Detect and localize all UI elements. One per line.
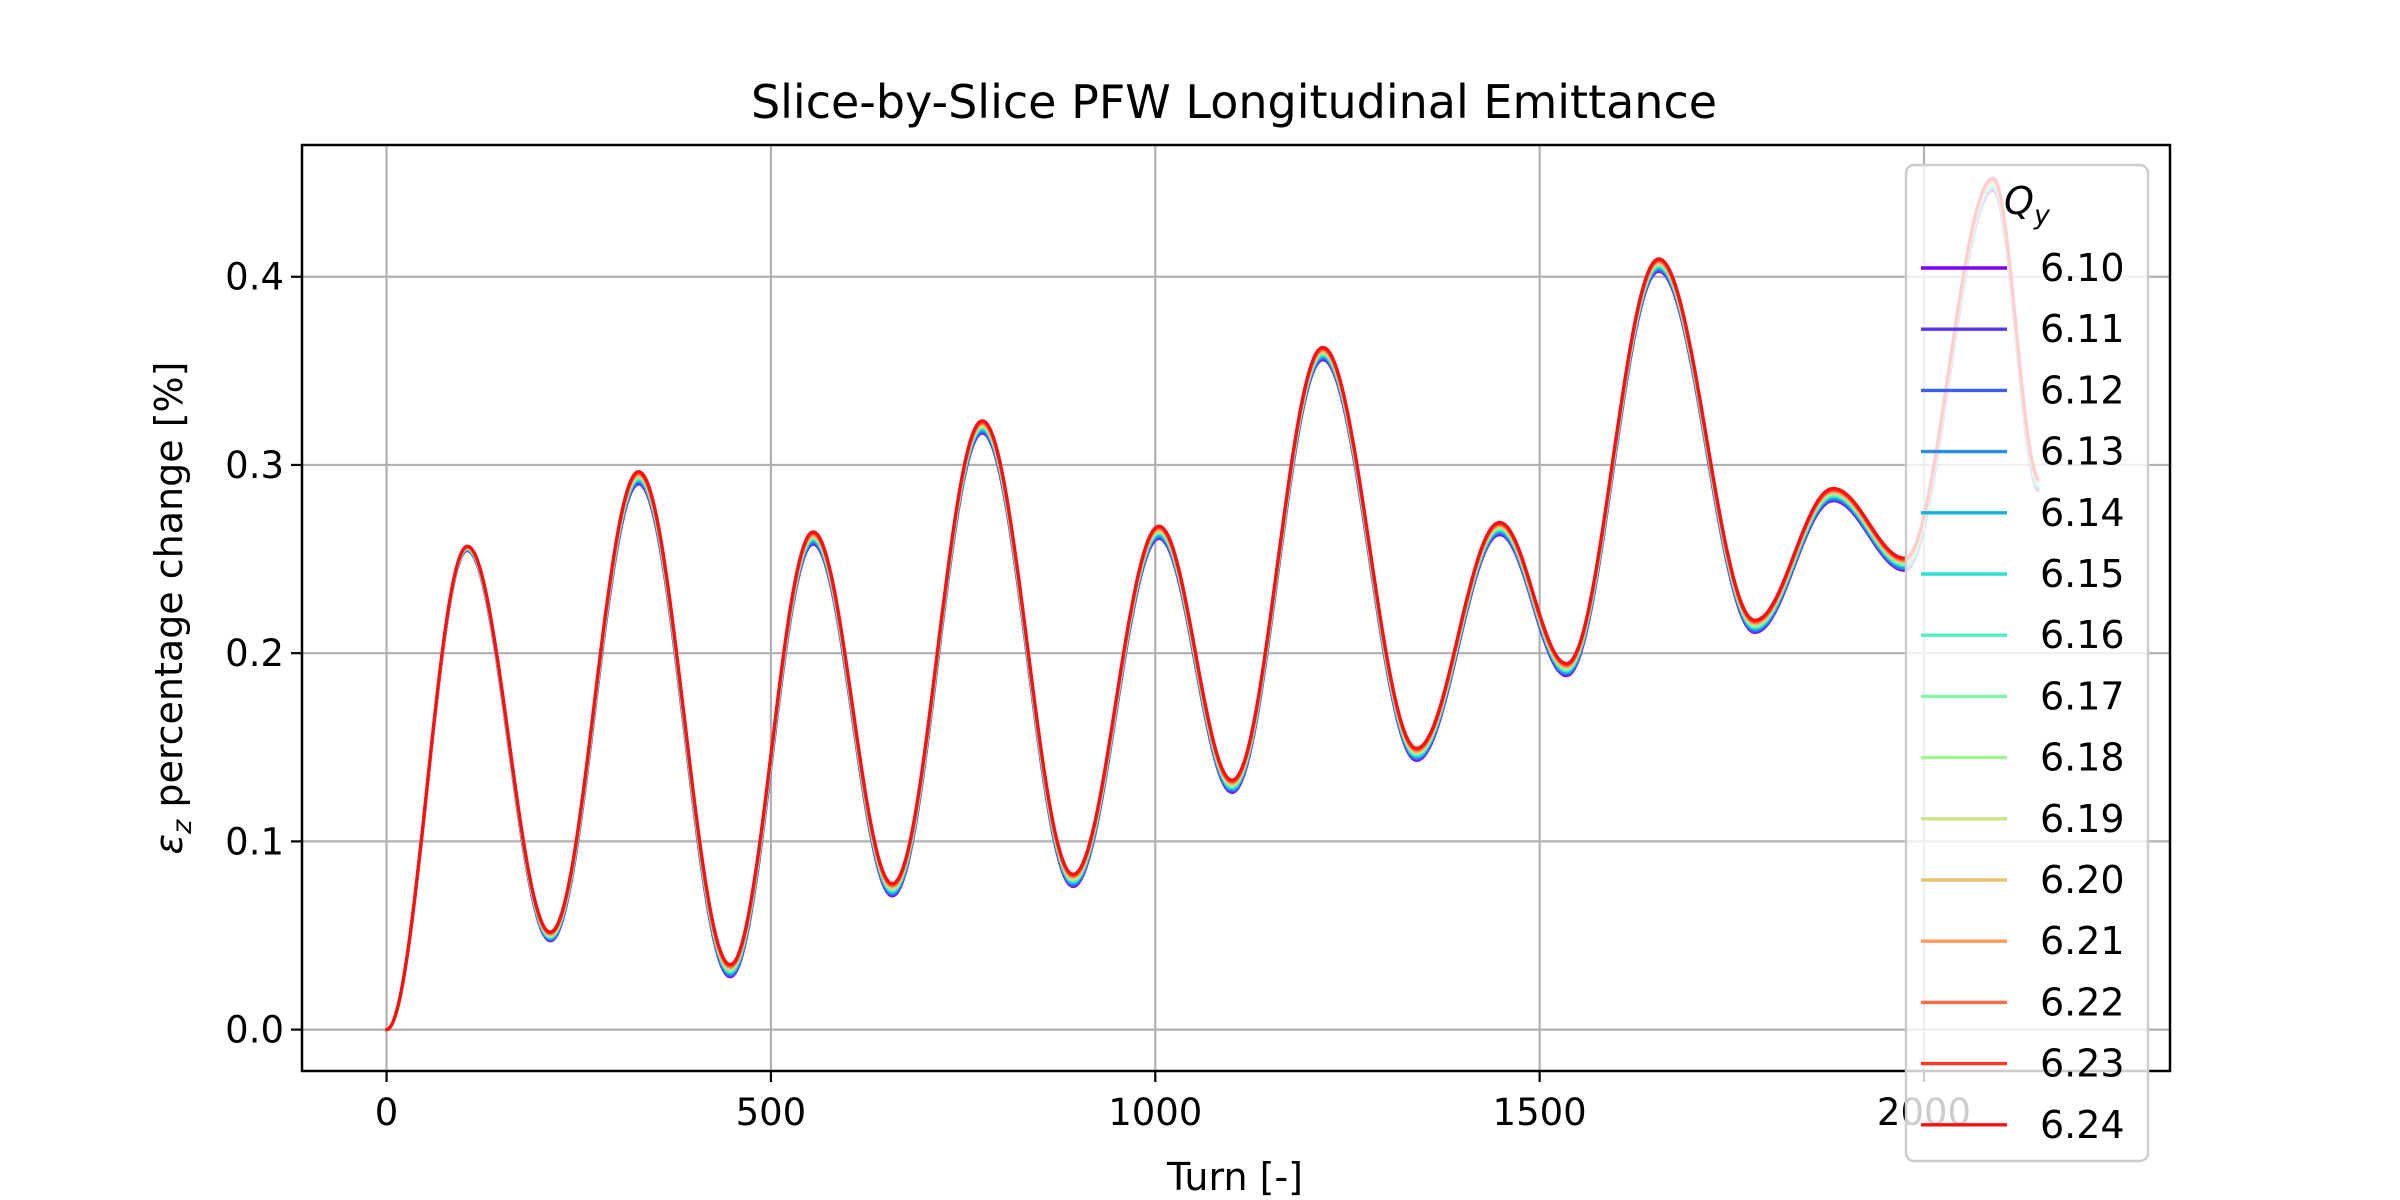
series-line-6.19 (385, 180, 2040, 1032)
series-line-6.18 (385, 181, 2040, 1032)
y-axis-ticks: 0.0 0.1 0.2 0.3 0.4 (225, 256, 302, 1052)
legend-label: 6.24 (2040, 1103, 2125, 1147)
series-line-6.12 (385, 186, 2040, 1032)
legend-label: 6.10 (2040, 246, 2125, 290)
plot-frame (300, 143, 2172, 1073)
legend-label: 6.13 (2040, 430, 2125, 474)
legend-label: 6.15 (2040, 552, 2125, 596)
legend-label: 6.19 (2040, 797, 2125, 841)
y-axis-label-text: percentage change [%] (147, 362, 191, 820)
legend-box (1904, 163, 2150, 1163)
series-line-6.17 (385, 182, 2040, 1032)
y-axis-label-subscript: z (167, 819, 198, 835)
legend-label: 6.20 (2040, 858, 2125, 902)
y-tick-label: 0.2 (225, 632, 284, 675)
series-line-6.15 (385, 184, 2040, 1032)
series-line-6.10 (385, 188, 2040, 1032)
y-tick-label: 0.4 (225, 256, 284, 299)
legend-label: 6.23 (2040, 1042, 2125, 1086)
legend-label: 6.18 (2040, 736, 2125, 780)
series-line-6.20 (385, 180, 2040, 1032)
legend-label: 6.21 (2040, 919, 2125, 963)
series-line-6.13 (385, 186, 2040, 1032)
grid-lines (302, 145, 2170, 1071)
series-line-6.11 (385, 187, 2040, 1032)
legend-label: 6.16 (2040, 613, 2125, 657)
legend-label: 6.12 (2040, 368, 2125, 412)
y-tick-label: 0.0 (225, 1009, 284, 1052)
legend-title: Qy (2004, 179, 2051, 231)
series-line-6.24 (385, 176, 2040, 1032)
series-line-6.16 (385, 183, 2040, 1032)
y-axis-label: εz percentage change [%] (147, 362, 198, 855)
x-axis-ticks: 0500100015002000 (375, 1071, 1971, 1134)
x-tick-label: 1500 (1493, 1091, 1587, 1134)
legend-label: 6.14 (2040, 491, 2125, 535)
legend-label: 6.17 (2040, 674, 2125, 718)
legend-label: 6.11 (2040, 307, 2125, 351)
series-line-6.23 (385, 177, 2040, 1032)
chart-title: Slice-by-Slice PFW Longitudinal Emittanc… (751, 75, 1717, 129)
x-tick-label: 0 (375, 1091, 399, 1134)
x-tick-label: 1000 (1108, 1091, 1202, 1134)
y-axis-label-symbol: ε (147, 834, 191, 855)
y-tick-label: 0.1 (225, 820, 284, 863)
legend: Qy 6.10 6.11 6.12 6.13 6.14 6.15 6.16 6.17 6.18 6… (1904, 163, 2150, 1163)
series-line-6.21 (385, 179, 2040, 1032)
x-axis-label: Turn [-] (1166, 1155, 1303, 1199)
y-tick-label: 0.3 (225, 444, 284, 487)
series-lines (385, 176, 2040, 1032)
series-line-6.22 (385, 178, 2040, 1032)
legend-title-symbol: Q (2004, 179, 2034, 223)
legend-title-subscript: y (2033, 200, 2051, 231)
series-line-6.14 (385, 185, 2040, 1032)
legend-label: 6.22 (2040, 980, 2125, 1024)
x-tick-label: 500 (736, 1091, 807, 1134)
